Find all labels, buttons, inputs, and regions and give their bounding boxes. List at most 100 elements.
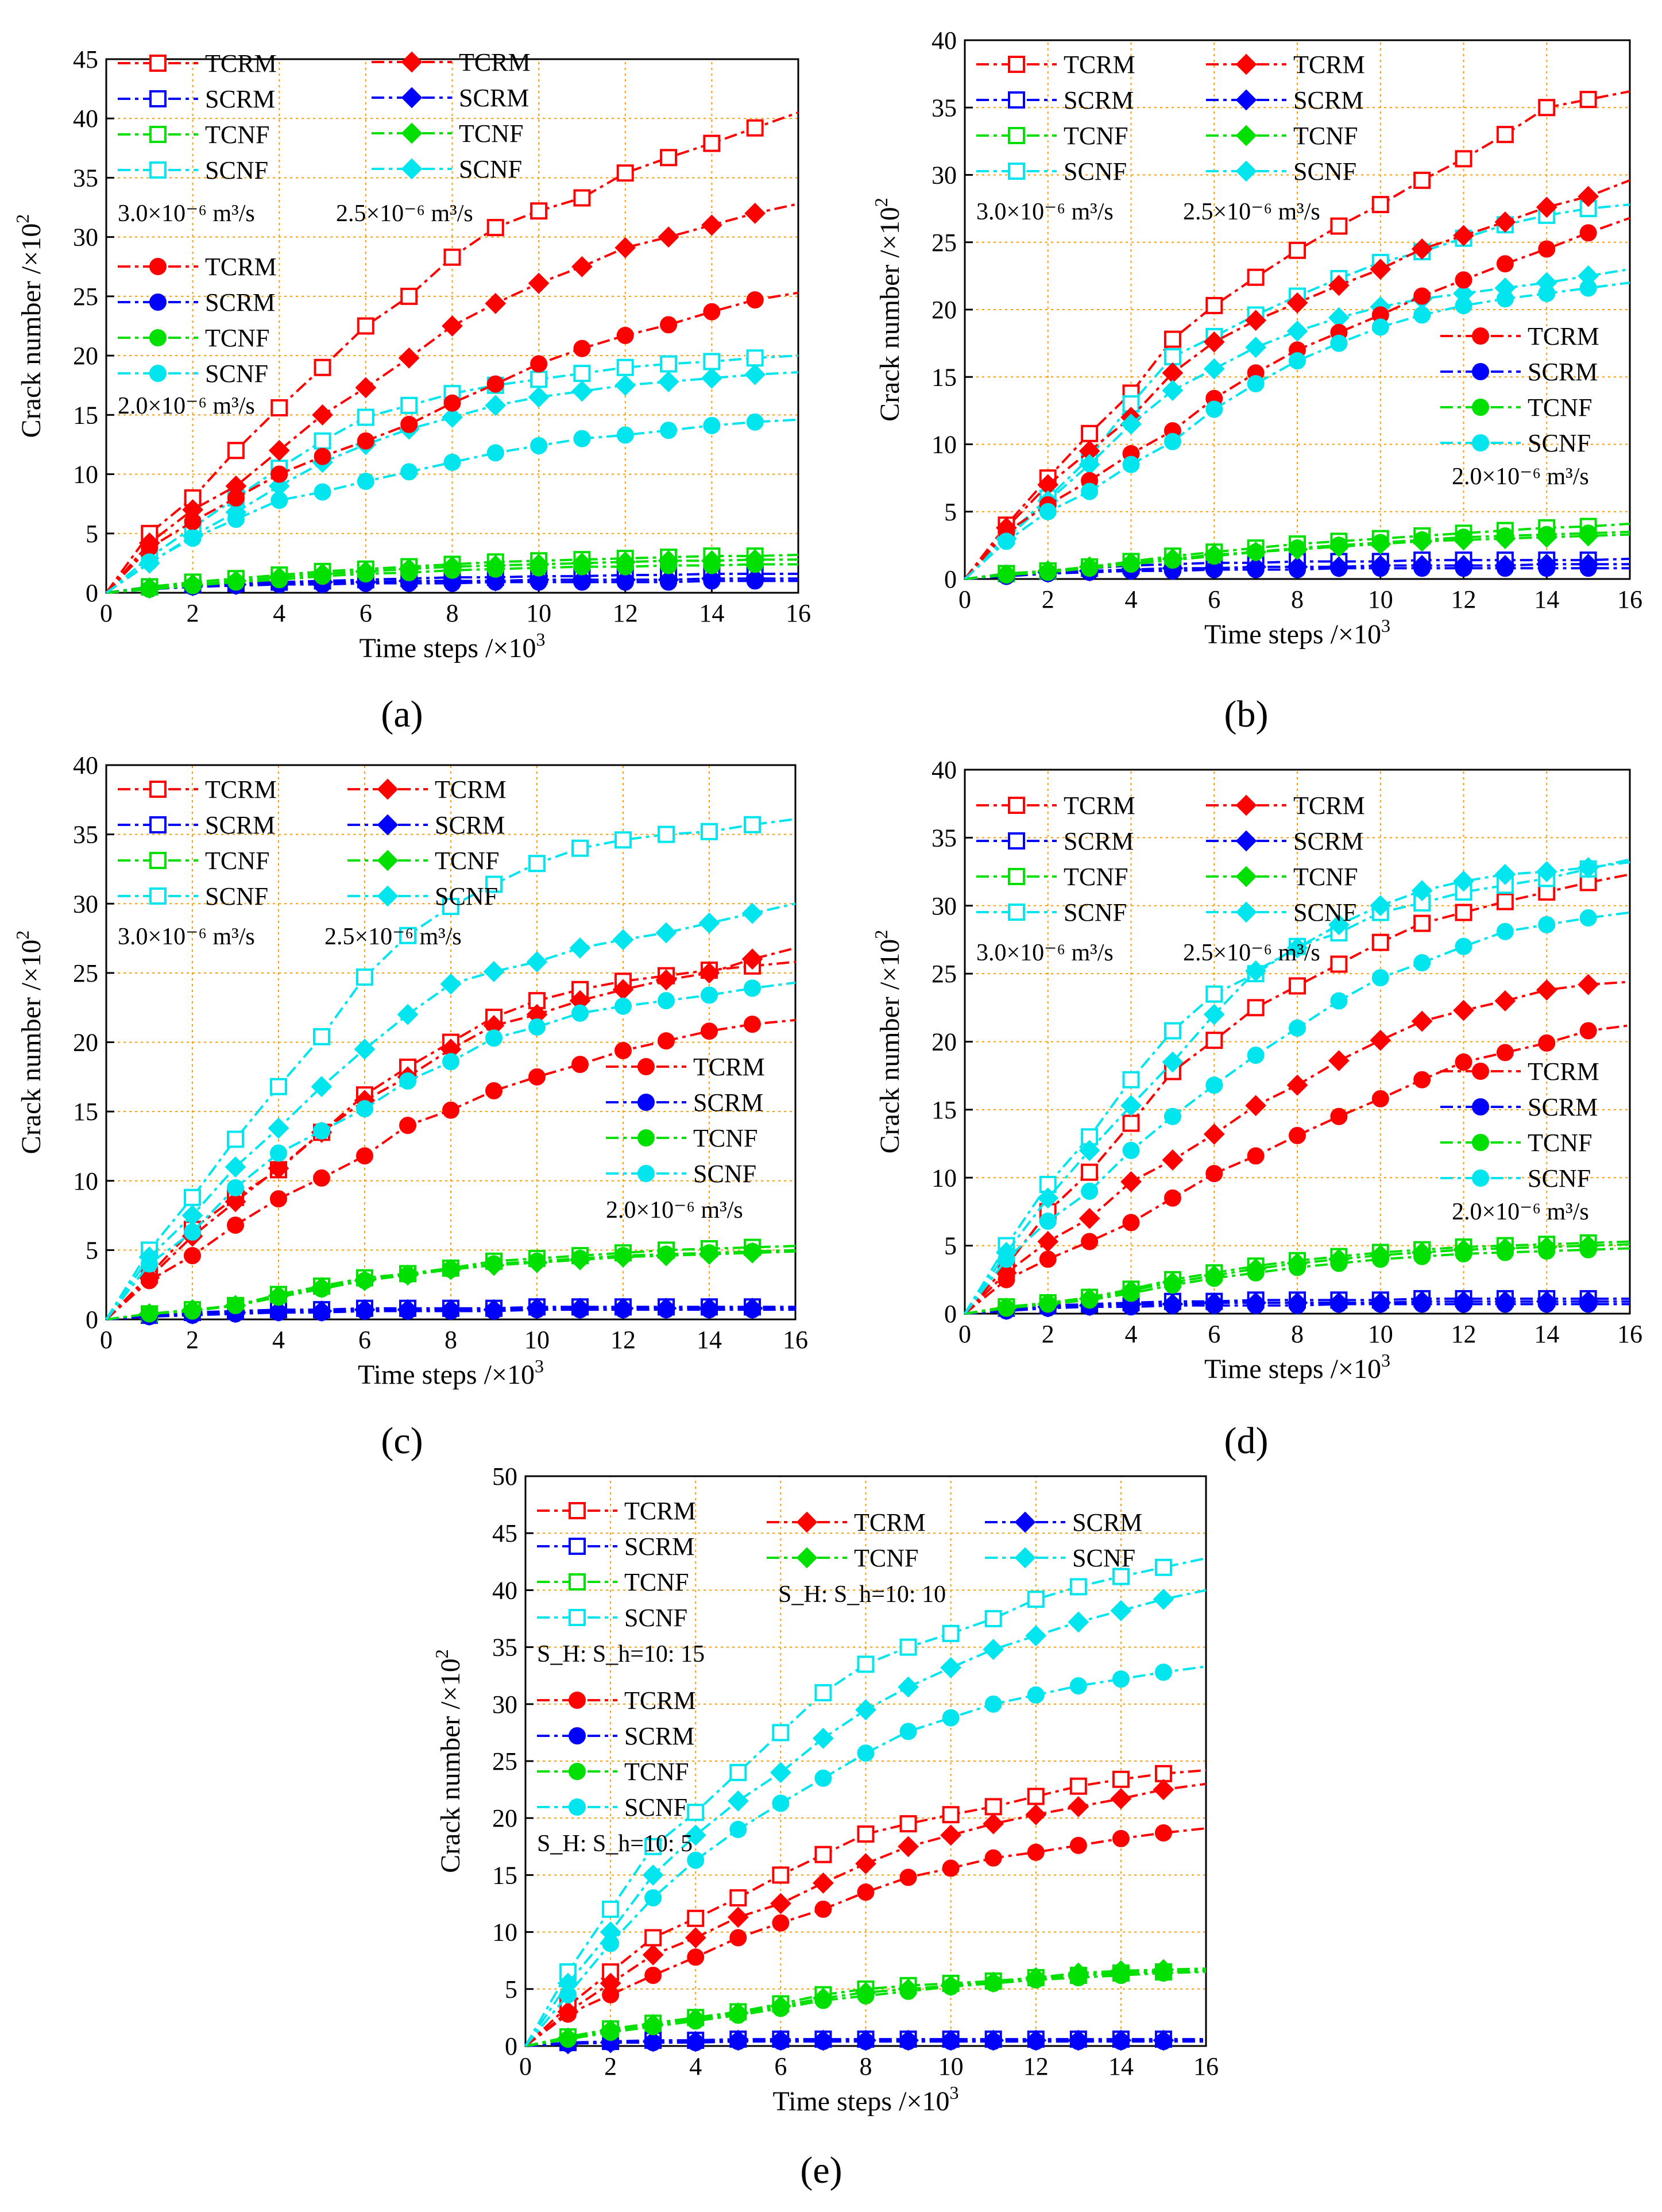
data-point-scnf: [1370, 895, 1392, 917]
data-point-tcnf: [1289, 539, 1306, 557]
data-point-tcrm: [1205, 1165, 1223, 1183]
data-point-scrm: [1247, 561, 1265, 578]
series-line-scnf-0: [964, 858, 1630, 1315]
data-point-scnf: [701, 367, 722, 389]
y-tick-label: 20: [73, 342, 98, 370]
chart-panel-c: 0 2 4 6 8 10 12 14 16 0 5 10 15 20 25 30 35 40 Time steps …: [12, 751, 808, 1462]
data-point-tcrm: [571, 1056, 589, 1074]
legend-marker: [1235, 901, 1257, 923]
data-point-tcrm: [1413, 1071, 1431, 1088]
legend-label: TCRM: [624, 1497, 696, 1525]
legend-marker: [149, 258, 167, 275]
legend-marker: [1235, 866, 1257, 887]
data-point-scnf: [685, 1824, 706, 1846]
data-point-tcnf: [998, 1299, 1015, 1317]
data-point-tcrm: [442, 315, 463, 337]
data-point-tcrm: [984, 1798, 1002, 1816]
data-point-tcrm: [1579, 1022, 1597, 1040]
y-tick-label: 20: [73, 1029, 98, 1057]
x-tick-label: 6: [1208, 1320, 1220, 1348]
data-point-tcrm: [270, 465, 288, 483]
legend-marker: [1472, 399, 1489, 416]
y-tick-label: 25: [73, 283, 98, 311]
legend-label: TCNF: [205, 324, 269, 352]
data-point-scrm: [442, 1302, 459, 1320]
y-tick-label: 25: [932, 229, 957, 257]
data-point-scnf: [483, 961, 505, 982]
data-point-scnf: [314, 432, 331, 450]
data-point-tcnf: [660, 557, 678, 574]
data-point-tcrm: [729, 1929, 747, 1947]
legend-marker: [569, 1502, 586, 1519]
data-point-tcrm: [270, 1190, 287, 1208]
legend-caption: 2.0×10⁻⁶ m³/s: [1452, 464, 1589, 490]
x-tick-label: 4: [1125, 1320, 1138, 1348]
data-point-scnf: [400, 396, 418, 414]
data-point-scnf: [942, 1709, 960, 1727]
y-tick-label: 5: [944, 498, 957, 526]
data-point-tcrm: [898, 1836, 919, 1858]
data-point-scrm: [616, 573, 634, 591]
data-point-scnf: [998, 532, 1015, 550]
data-point-scnf: [1164, 348, 1181, 366]
x-tick-label: 4: [272, 1326, 285, 1354]
data-point-tcrm: [1027, 1788, 1045, 1805]
chart-panel-d: 0 2 4 6 8 10 12 14 16 0 5 10 15 20 25 30 35 40 Time steps …: [871, 756, 1642, 1462]
data-point-tcrm: [1455, 271, 1472, 289]
legend-caption: S_H: S_h=10: 10: [778, 1581, 946, 1608]
data-point-scrm: [687, 2034, 705, 2052]
data-point-scnf: [1039, 503, 1057, 520]
data-point-tcrm: [1289, 1126, 1306, 1144]
y-axis-label-sup: 2: [431, 1649, 452, 1658]
data-point-tcrm: [1411, 1010, 1433, 1032]
data-point-scnf: [1247, 1047, 1265, 1064]
x-axis-label-sup: 3: [950, 2082, 959, 2103]
data-point-tcrm: [1245, 310, 1267, 331]
data-point-scnf: [614, 831, 632, 849]
legend-label: TCRM: [205, 253, 277, 281]
legend-label: SCNF: [205, 360, 268, 388]
data-point-tcrm: [227, 489, 245, 507]
data-point-scnf: [1069, 1677, 1087, 1695]
legend-label: SCRM: [1064, 86, 1134, 114]
legend-marker: [569, 1538, 586, 1555]
data-point-scnf: [602, 1900, 620, 1918]
legend-label: SCNF: [693, 1160, 756, 1188]
data-point-scnf: [1330, 992, 1348, 1010]
data-point-tcrm: [270, 399, 288, 416]
x-tick-label: 12: [613, 599, 638, 627]
legend-caption: 2.0×10⁻⁶ m³/s: [1452, 1199, 1589, 1225]
data-point-tcrm: [701, 214, 722, 236]
data-point-tcnf: [857, 1987, 875, 2005]
data-point-tcrm: [983, 1813, 1004, 1835]
legend-label: TCRM: [854, 1508, 926, 1537]
data-point-tcrm: [1330, 217, 1348, 235]
legend-marker: [1472, 363, 1489, 380]
legend-label: TCNF: [205, 847, 269, 875]
data-point-scrm: [1371, 1295, 1389, 1313]
x-tick-label: 0: [100, 599, 113, 627]
data-point-tcrm: [184, 1247, 201, 1265]
data-point-tcrm: [530, 202, 548, 220]
data-point-tcrm: [312, 404, 333, 426]
data-point-scnf: [399, 1072, 416, 1090]
data-point-tcrm: [703, 134, 721, 152]
data-point-tcrm: [1453, 225, 1474, 246]
chart-panel-b: 0 2 4 6 8 10 12 14 16 0 5 10 15 20 25 30 35 40 Time steps …: [871, 26, 1642, 735]
data-point-scnf: [729, 1821, 747, 1839]
x-axis-label-sup: 3: [535, 1356, 544, 1376]
data-point-scnf: [1496, 922, 1514, 940]
x-tick-label: 2: [604, 2052, 617, 2080]
x-tick-label: 2: [1042, 585, 1054, 613]
y-tick-label: 25: [492, 1747, 517, 1775]
y-tick-label: 15: [932, 363, 957, 391]
data-point-scnf: [658, 825, 675, 843]
data-point-scnf: [184, 530, 202, 547]
data-point-tcrm: [729, 1889, 747, 1907]
data-point-tcnf: [1371, 534, 1389, 551]
data-point-tcrm: [1578, 974, 1599, 995]
data-point-scnf: [314, 483, 331, 501]
data-point-tcrm: [399, 1117, 416, 1134]
data-point-scnf: [942, 1624, 960, 1642]
data-point-scnf: [898, 1676, 919, 1698]
